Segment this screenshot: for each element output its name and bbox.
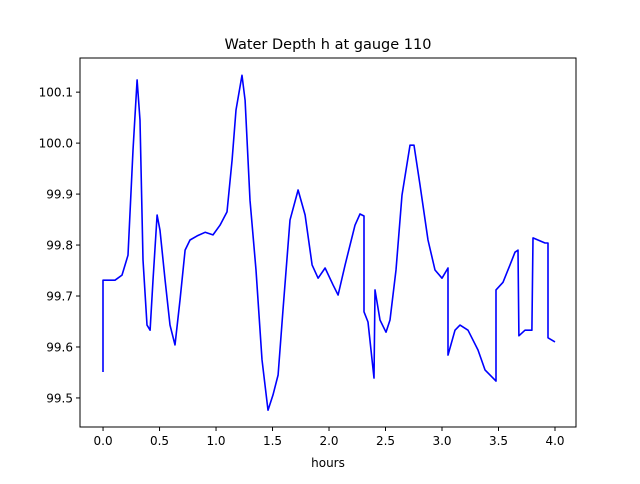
x-tick-label: 4.0 xyxy=(545,434,564,448)
y-tick-label: 99.6 xyxy=(46,340,73,354)
x-tick-label: 3.0 xyxy=(432,434,451,448)
y-tick-label: 99.7 xyxy=(46,290,73,304)
x-tick-label: 0.5 xyxy=(150,434,169,448)
x-axis-label: hours xyxy=(311,456,345,470)
x-tick-label: 0.0 xyxy=(94,434,113,448)
x-tick-label: 2.5 xyxy=(376,434,395,448)
y-tick-label: 99.5 xyxy=(46,391,73,405)
y-tick-label: 99.9 xyxy=(46,188,73,202)
y-tick-label: 100.1 xyxy=(39,86,73,100)
series-line-h xyxy=(102,74,556,412)
x-tick-label: 3.5 xyxy=(489,434,508,448)
chart-title: Water Depth h at gauge 110 xyxy=(225,37,432,53)
plot-frame xyxy=(79,57,577,428)
x-tick-label: 1.0 xyxy=(206,434,225,448)
x-tick-label: 1.5 xyxy=(263,434,282,448)
y-tick-label: 100.0 xyxy=(39,137,73,151)
y-tick-label: 99.8 xyxy=(46,239,73,253)
x-tick-label: 2.0 xyxy=(319,434,338,448)
